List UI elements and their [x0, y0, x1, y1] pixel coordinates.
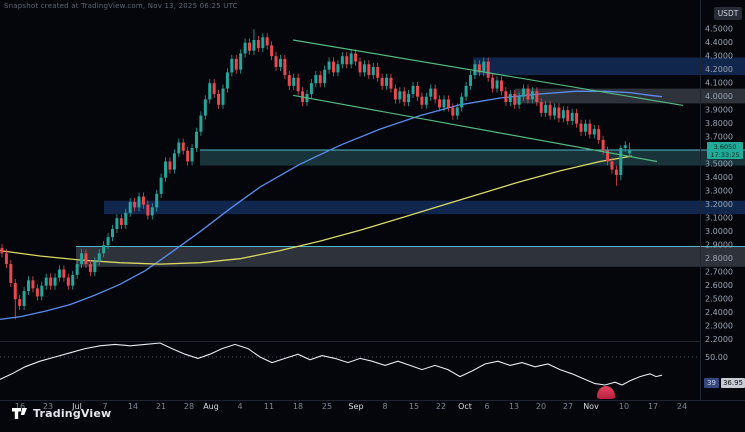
- rsi-midline-label: 50.00: [705, 353, 728, 362]
- tradingview-logo-icon: [12, 408, 27, 419]
- time-axis-label: Aug: [203, 402, 219, 411]
- moving-averages-layer: [0, 90, 663, 321]
- watermark-text: Snapshot created at TradingView.com, Nov…: [4, 2, 238, 10]
- price-axis-label: 2.2000: [705, 335, 733, 344]
- time-axis-label: 7: [102, 402, 107, 411]
- price-axis-label: 2.4000: [705, 308, 733, 317]
- price-axis-label: 2.5000: [705, 295, 733, 304]
- price-axis-label: 4.3000: [705, 52, 733, 61]
- price-axis-label: 2.3000: [705, 322, 733, 331]
- ma-fast-50: [0, 90, 663, 321]
- price-axis-label: 4.4000: [705, 38, 733, 47]
- price-axis[interactable]: 4.5000 4.4000 4.3000 4.2000 4.1000 4.0000 3.90…: [705, 25, 733, 345]
- candles-layer: [0, 29, 632, 320]
- price-axis-label: 4.2000: [705, 65, 733, 74]
- current-price-label: 3.6050 17:33:25: [707, 142, 743, 159]
- price-axis-label: 2.8000: [705, 254, 733, 263]
- price-axis-label: 3.4000: [705, 173, 733, 182]
- red-marker-icon: [597, 386, 615, 399]
- support-blue-mid: [104, 200, 745, 215]
- rsi-value-badge: 36.95: [721, 378, 745, 388]
- price-axis-label: 2.7000: [705, 268, 733, 277]
- time-axis-label: 28: [184, 402, 194, 411]
- support-gray-lower: [76, 246, 745, 267]
- current-price-countdown: 17:33:25: [710, 150, 740, 159]
- time-axis-label: 10: [619, 402, 629, 411]
- time-axis-label: Jul: [71, 402, 82, 411]
- price-axis-label: 3.5000: [705, 160, 733, 169]
- time-axis-label: 18: [293, 402, 303, 411]
- price-axis-label: 3.0000: [705, 227, 733, 236]
- price-axis-label: 2.6000: [705, 281, 733, 290]
- time-axis-label: Sep: [348, 402, 363, 411]
- zones-layer: [76, 57, 745, 267]
- time-axis-label: 23: [43, 402, 53, 411]
- time-axis-label: 21: [156, 402, 166, 411]
- time-axis-label: 8: [382, 402, 387, 411]
- time-axis-label: Nov: [583, 402, 599, 411]
- price-axis-label: 2.9000: [705, 241, 733, 250]
- time-axis-label: 13: [509, 402, 519, 411]
- price-axis-label: 3.7000: [705, 133, 733, 142]
- time-axis-label: 11: [264, 402, 274, 411]
- time-axis[interactable]: 16 23 Jul 7 14 21 28 Aug 4 11 18 25 Sep 8 15 22 Oct 6 13 20…: [15, 402, 687, 411]
- time-axis-label: 16: [15, 402, 25, 411]
- time-axis-label: 14: [128, 402, 138, 411]
- time-axis-label: 22: [436, 402, 446, 411]
- tradingview-logo-text: TradingView: [33, 406, 112, 420]
- price-axis-label: 3.1000: [705, 214, 733, 223]
- tradingview-logo[interactable]: TradingView: [12, 406, 111, 420]
- price-axis-label: 3.3000: [705, 187, 733, 196]
- channel-top[interactable]: [292, 39, 684, 107]
- time-axis-label: 15: [409, 402, 419, 411]
- price-axis-label: 4.1000: [705, 79, 733, 88]
- currency-toggle-button[interactable]: USDT: [714, 7, 742, 20]
- time-axis-label: 20: [536, 402, 546, 411]
- time-axis-label: 24: [677, 402, 687, 411]
- time-axis-label: 6: [484, 402, 489, 411]
- price-axis-label: 3.8000: [705, 119, 733, 128]
- price-axis-label: 4.5000: [705, 25, 733, 34]
- channel-bottom[interactable]: [292, 94, 658, 163]
- time-axis-label: 27: [563, 402, 573, 411]
- price-axis-label: 3.2000: [705, 200, 733, 209]
- current-price-value: 3.6050: [713, 142, 737, 151]
- price-axis-label: 3.9000: [705, 106, 733, 115]
- time-axis-label: 4: [237, 402, 242, 411]
- price-axis-label: 4.0000: [705, 92, 733, 101]
- resistance-blue-upper: [473, 57, 745, 76]
- rsi-ma-value-badge: 39: [704, 378, 719, 388]
- rsi-pane[interactable]: [0, 342, 700, 386]
- time-axis-label: 17: [648, 402, 658, 411]
- time-axis-label: 25: [322, 402, 332, 411]
- ma-slow-200: [0, 155, 633, 265]
- support-teal-mid: [200, 150, 745, 166]
- rsi-line: [0, 342, 663, 386]
- time-axis-label: Oct: [458, 402, 472, 411]
- trendlines-layer: [292, 39, 684, 163]
